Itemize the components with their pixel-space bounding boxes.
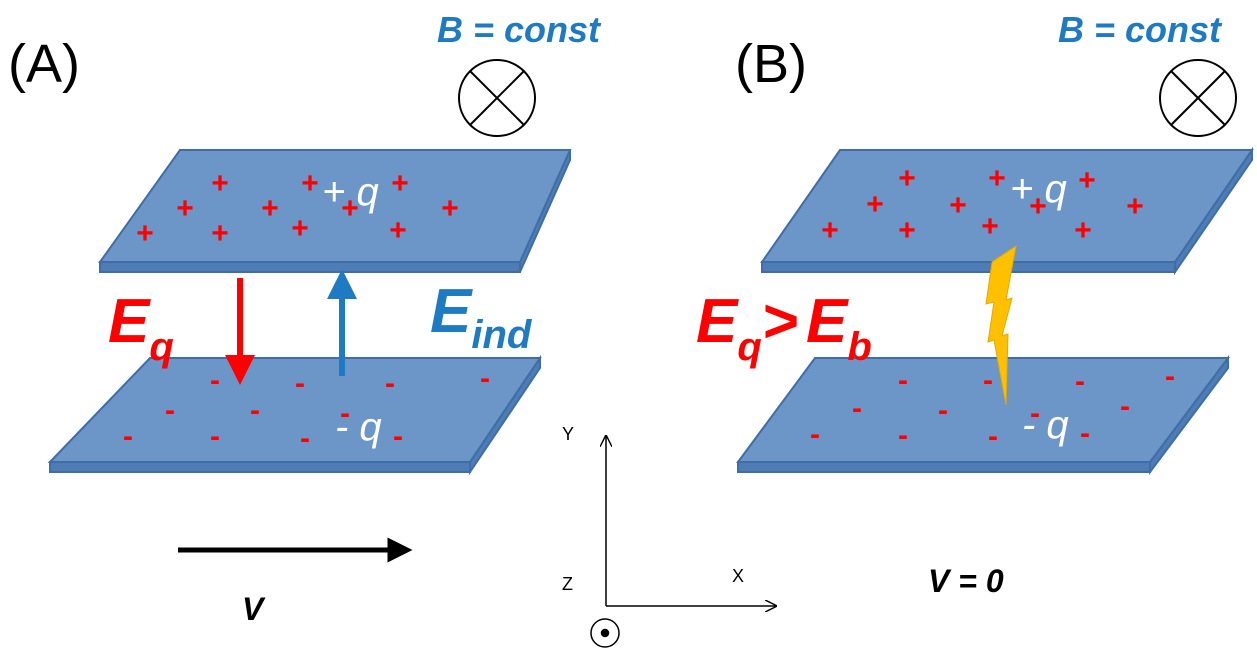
z-axis-label: Z: [562, 574, 573, 594]
minus: -: [1080, 417, 1090, 450]
x-axis-label: X: [732, 566, 744, 586]
plus: +: [866, 188, 884, 221]
plus: +: [341, 192, 359, 225]
bottom-charge: - q: [335, 405, 382, 449]
minus-charges: - - - - - - - - - - - -: [810, 360, 1175, 453]
plus: +: [176, 192, 194, 225]
subscript: b: [847, 325, 871, 369]
minus: -: [393, 420, 403, 453]
plus: +: [136, 217, 154, 250]
plus: +: [1074, 214, 1092, 247]
symbol: E: [806, 287, 849, 356]
plus: +: [211, 167, 229, 200]
e-q-label: Eq: [108, 287, 174, 369]
plus-charges: + + + + + + + + + + +: [136, 167, 459, 250]
minus: -: [1030, 397, 1040, 430]
axes: [590, 436, 776, 648]
plus: +: [988, 162, 1006, 195]
plus: +: [211, 217, 229, 250]
plus: +: [261, 192, 279, 225]
minus-charges: - - - - - - - - - - -: [123, 362, 490, 455]
relation: >: [762, 287, 798, 356]
top-charge: + q: [322, 170, 379, 214]
minus: -: [250, 394, 260, 427]
minus: -: [295, 367, 305, 400]
top-plate: [98, 149, 572, 273]
top-charge: + q: [1010, 167, 1067, 211]
minus: -: [983, 364, 993, 397]
minus: -: [123, 420, 133, 453]
plus: +: [898, 162, 916, 195]
plus-charges: + + + + + + + + + + +: [821, 162, 1144, 247]
bottom-charge: - q: [1022, 403, 1069, 447]
subscript: q: [149, 325, 173, 369]
symbol: E: [108, 287, 151, 356]
field-label: B = const: [1058, 9, 1223, 50]
minus: -: [210, 364, 220, 397]
plus: +: [441, 192, 459, 225]
field-into-page: [1159, 59, 1237, 137]
plus: +: [291, 212, 309, 245]
plus: +: [1078, 164, 1096, 197]
bottom-plate: [736, 355, 1230, 475]
plus: +: [981, 210, 999, 243]
plus: +: [821, 214, 839, 247]
plus: +: [1126, 190, 1144, 223]
symbol: E: [696, 287, 739, 356]
minus: -: [300, 422, 310, 455]
minus: -: [1120, 390, 1130, 423]
plus: +: [391, 167, 409, 200]
plus: +: [949, 189, 967, 222]
discharge-spark: [985, 244, 1017, 406]
field-label: B = const: [437, 9, 602, 50]
minus: -: [810, 418, 820, 451]
minus: -: [1165, 360, 1175, 393]
minus: -: [898, 364, 908, 397]
minus: -: [852, 392, 862, 425]
subscript: ind: [471, 313, 533, 357]
minus: -: [988, 420, 998, 453]
breakdown-inequality: Eq> Eb: [696, 287, 872, 369]
minus: -: [210, 420, 220, 453]
minus: -: [898, 419, 908, 452]
panel-label: (A): [8, 34, 80, 94]
plus: +: [389, 214, 407, 247]
plus: +: [1029, 190, 1047, 223]
minus: -: [340, 397, 350, 430]
e-ind-label: Eind: [430, 277, 533, 357]
minus: -: [480, 362, 490, 395]
symbol: E: [430, 277, 473, 346]
minus: -: [165, 394, 175, 427]
velocity-label: V = 0: [928, 563, 1004, 599]
minus: -: [938, 394, 948, 427]
bottom-plate: [47, 354, 542, 476]
panel-label: (B): [735, 34, 807, 94]
minus: -: [385, 367, 395, 400]
top-plate: [760, 146, 1254, 276]
plus: +: [301, 167, 319, 200]
field-into-page: [458, 59, 536, 137]
y-axis-label: Y: [562, 424, 574, 444]
plus: +: [898, 214, 916, 247]
subscript: q: [737, 325, 761, 369]
velocity-label: V: [242, 591, 266, 627]
minus: -: [1075, 365, 1085, 398]
